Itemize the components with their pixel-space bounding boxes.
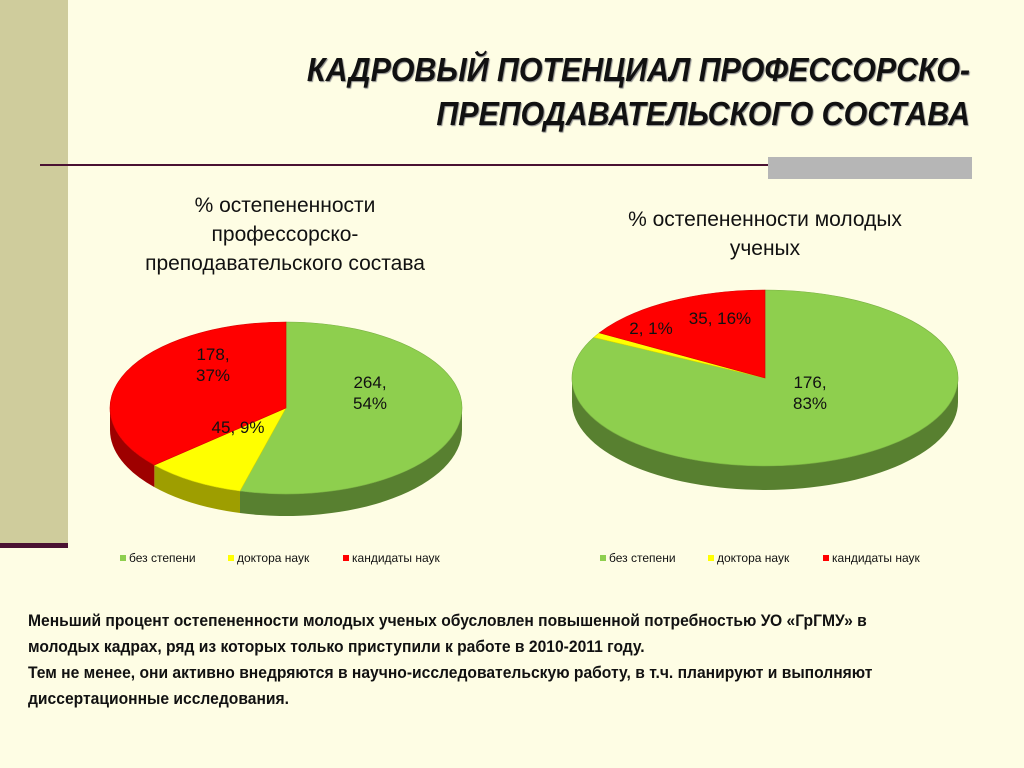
note-line-1: Меньший процент остепененности молодых у… — [28, 611, 867, 656]
legend-1-swatch-0 — [600, 555, 606, 561]
title-divider — [40, 164, 972, 166]
page-title: КАДРОВЫЙ ПОТЕНЦИАЛ ПРОФЕССОРСКО- ПРЕПОДА… — [225, 48, 970, 136]
legend-0-swatch-0 — [120, 555, 126, 561]
legend-1-label-1: доктора наук — [717, 551, 790, 565]
pie-1-side-0 — [572, 378, 958, 490]
pie-0-side-2 — [110, 408, 155, 488]
legend-0-label-2: кандидаты наук — [352, 551, 441, 565]
page-title-line-2: ПРЕПОДАВАТЕЛЬСКОГО СОСТАВА — [436, 95, 971, 132]
explanatory-note: Меньший процент остепененности молодых у… — [28, 608, 930, 712]
sidebar-decoration — [0, 0, 68, 548]
pie-0-slice-no-degree — [239, 321, 463, 495]
pie-0-side-1 — [154, 465, 240, 514]
title-accent-block — [768, 157, 972, 179]
pie-1-data-label-2: 35, 16% — [689, 309, 751, 328]
page-title-line-1: КАДРОВЫЙ ПОТЕНЦИАЛ ПРОФЕССОРСКО- — [306, 51, 970, 88]
legend-1-label-0: без степени — [609, 551, 676, 565]
pie-0-side-0 — [239, 408, 462, 517]
pie-1-data-label-1: 2, 1% — [629, 319, 672, 338]
pie-0-data-label-0: 264, 54% — [353, 373, 387, 413]
legend-0-swatch-1 — [228, 555, 234, 561]
legend-0-label-1: доктора наук — [237, 551, 310, 565]
pie-0-data-label-2: 178, 37% — [196, 345, 230, 385]
legend-0-swatch-2 — [343, 555, 349, 561]
legend-0-label-0: без степени — [129, 551, 196, 565]
chart-title-left: % остепененности профессорско-преподават… — [145, 194, 425, 275]
pie-0-slice-candidates — [109, 321, 287, 466]
pie-1-slice-no-degree — [571, 289, 959, 467]
sidebar-underline — [0, 543, 68, 548]
note-line-2: Тем не менее, они активно внедряются в н… — [28, 663, 873, 708]
pie-0-data-label-1: 45, 9% — [212, 418, 265, 437]
pie-1-slice-candidates — [598, 289, 766, 379]
legend-1-swatch-1 — [708, 555, 714, 561]
legend-1-swatch-2 — [823, 555, 829, 561]
chart-title-right: % остепененности молодых ученых — [628, 208, 902, 260]
pie-1-data-label-0: 176, 83% — [793, 373, 827, 413]
pie-0-slice-doctors — [153, 407, 287, 492]
legend-1-label-2: кандидаты наук — [832, 551, 921, 565]
